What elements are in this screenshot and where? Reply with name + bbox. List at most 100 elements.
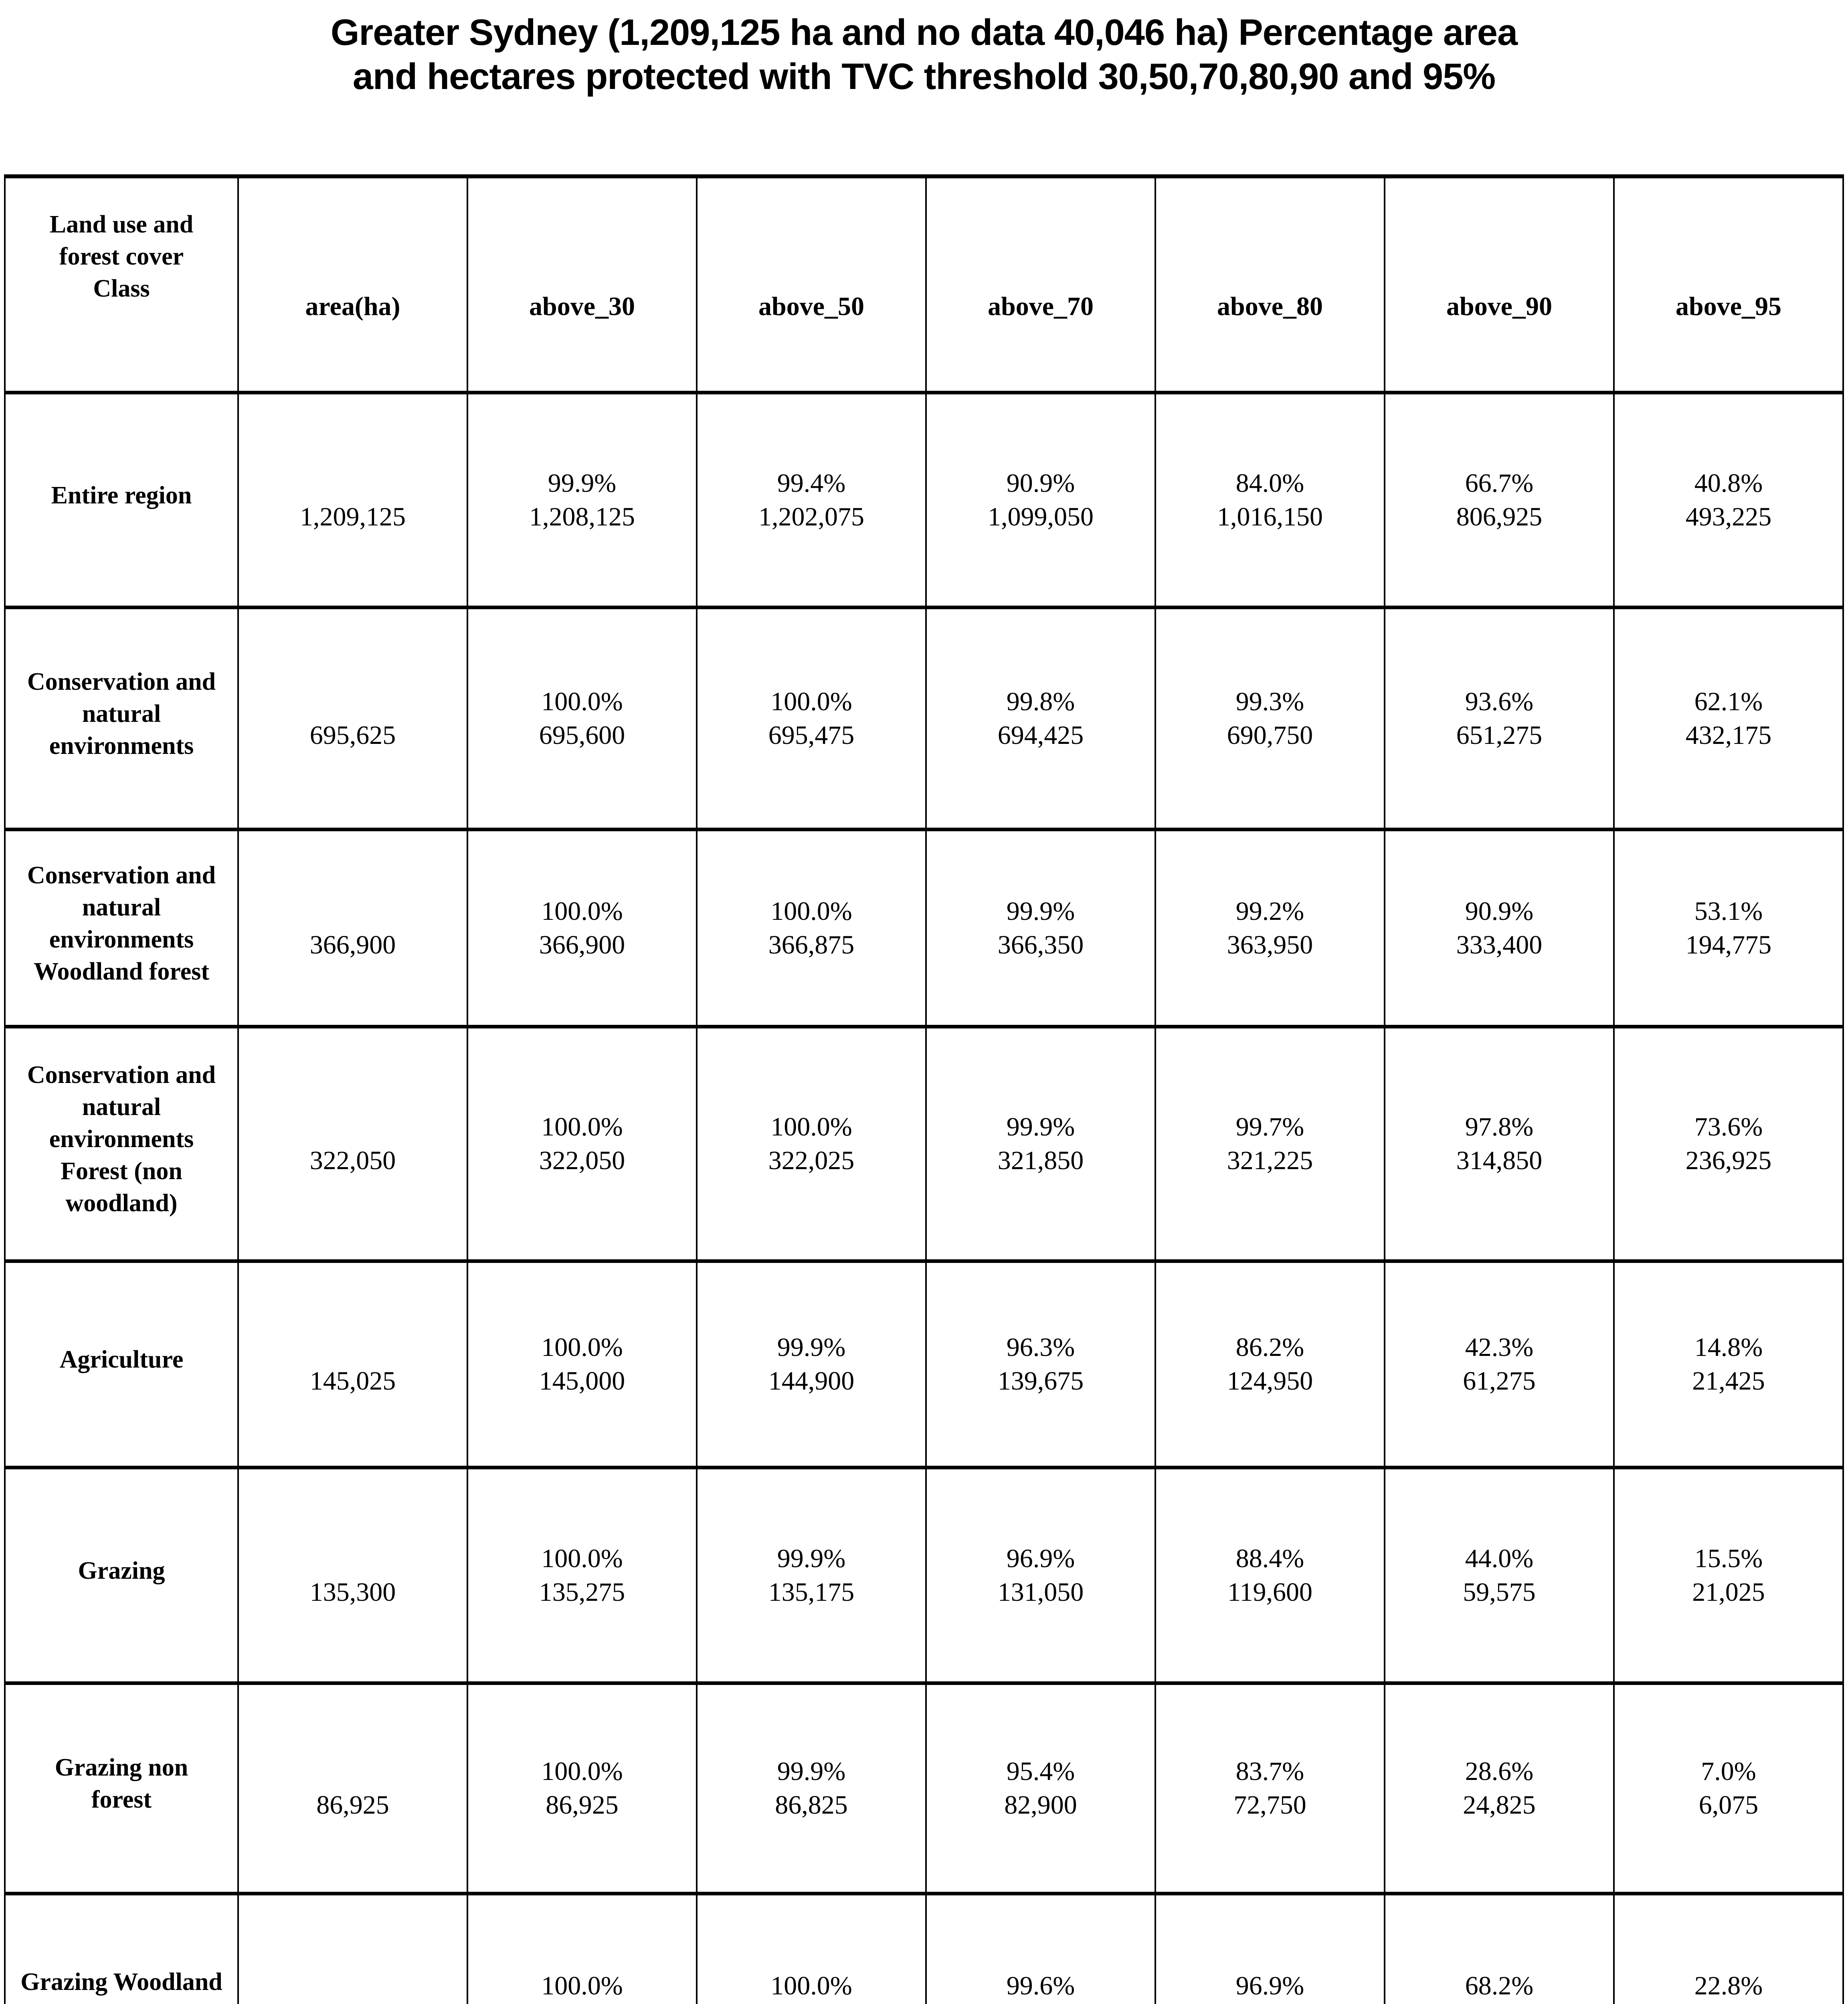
- class-label-line: environments: [49, 925, 194, 953]
- hectares-value: 322,050: [539, 1146, 625, 1176]
- percent-value: 100.0%: [541, 687, 623, 716]
- cell-class: Agriculture: [4, 1259, 239, 1470]
- percent-value: 86.2%: [1235, 1333, 1304, 1362]
- table-row-agriculture: Agriculture 145,025 100.0% 145,000 99.9% 144…: [4, 1259, 1844, 1470]
- table-row-conservation-and-natural-environments: Conservation and natural environments 695,…: [4, 606, 1844, 832]
- cell-above-80: 96.9%36,850: [1154, 1892, 1385, 2004]
- percent-value: 40.8%: [1694, 468, 1763, 498]
- threshold-value-block: 73.6% 236,925: [1615, 1110, 1842, 1178]
- percent-value: 88.4%: [1235, 1543, 1304, 1573]
- cell-above-80: 88.4% 119,600: [1154, 1466, 1385, 1685]
- percent-value: 22.8%: [1694, 1971, 1763, 2001]
- threshold-value-block: 99.9% 366,350: [928, 895, 1154, 962]
- column-header-above-90: above_90: [1384, 174, 1615, 395]
- spacer-line: [240, 1969, 466, 2003]
- class-label: Grazing non forest: [6, 1751, 237, 1816]
- threshold-value-block: 62.1% 432,175: [1615, 685, 1842, 752]
- tvc-protection-table: Land use and forest cover Class area(ha) abo…: [4, 174, 1844, 2004]
- area-value-block: 695,625: [240, 685, 466, 752]
- spacer-line: [240, 1755, 466, 1788]
- area-value: 1,209,125: [300, 502, 406, 531]
- threshold-value-block: 14.8% 21,425: [1615, 1331, 1842, 1398]
- hectares-value: 321,850: [997, 1146, 1084, 1176]
- cell-above-70: 99.8% 694,425: [925, 606, 1156, 832]
- header-line: above_95: [1676, 292, 1781, 321]
- area-value-block: 86,925: [240, 1755, 466, 1822]
- hectares-value: 144,900: [768, 1366, 855, 1396]
- cell-above-50: 100.0% 366,875: [696, 828, 927, 1029]
- threshold-value-block: 100.0% 145,000: [469, 1331, 695, 1398]
- class-label: Conservation and natural environments Woodl…: [6, 859, 237, 988]
- hectares-value: 145,000: [539, 1366, 625, 1396]
- cell-above-90: 44.0% 59,575: [1384, 1466, 1615, 1685]
- class-label-line: environments: [49, 732, 194, 760]
- table-row-grazing-non-forest: Grazing non forest 86,925 100.0% 86,925 99.9…: [4, 1681, 1844, 1896]
- hectares-value: 1,202,075: [758, 502, 864, 531]
- percent-value: 100.0%: [541, 1543, 623, 1573]
- cell-above-30: 100.0% 695,600: [467, 606, 698, 832]
- threshold-value-block: 86.2% 124,950: [1157, 1331, 1383, 1398]
- threshold-value-block: 99.7% 321,225: [1157, 1110, 1383, 1178]
- percent-value: 99.9%: [548, 468, 617, 498]
- cell-above-70: 90.9% 1,099,050: [925, 391, 1156, 610]
- threshold-value-block: 100.0% 695,475: [698, 685, 924, 752]
- hectares-value: 322,025: [768, 1146, 855, 1176]
- cell-above-30: 100.0% 86,925: [467, 1681, 698, 1896]
- class-label-line: Grazing non: [55, 1754, 188, 1782]
- class-label-line: Agriculture: [59, 1346, 184, 1374]
- hectares-value: 1,208,125: [529, 502, 635, 531]
- percent-value: 73.6%: [1694, 1112, 1763, 1142]
- area-value: 322,050: [309, 1146, 396, 1176]
- cell-above-70: 95.4% 82,900: [925, 1681, 1156, 1896]
- area-value-block: 366,900: [240, 895, 466, 962]
- threshold-value-block: 100.0% 86,925: [469, 1755, 695, 1822]
- column-header-text: area(ha): [240, 290, 466, 323]
- column-header-class: Land use and forest cover Class: [4, 174, 239, 395]
- area-value: 135,300: [309, 1577, 396, 1607]
- cell-above-50: 100.0%38,025: [696, 1892, 927, 2004]
- percent-value: 95.4%: [1006, 1757, 1075, 1786]
- percent-value: 99.3%: [1235, 687, 1304, 716]
- cell-above-30: 100.0% 145,000: [467, 1259, 698, 1470]
- cell-above-90: 90.9% 333,400: [1384, 828, 1615, 1029]
- hectares-value: 194,775: [1685, 930, 1772, 960]
- column-header-text: above_50: [698, 290, 924, 323]
- percent-value: 83.7%: [1235, 1757, 1304, 1786]
- area-value-block: 135,300: [240, 1542, 466, 1609]
- cell-above-70: 99.6%37,875: [925, 1892, 1156, 2004]
- threshold-value-block: 53.1% 194,775: [1615, 895, 1842, 962]
- cell-above-95: 22.8%8,675: [1613, 1892, 1844, 2004]
- cell-above-50: 99.9% 144,900: [696, 1259, 927, 1470]
- cell-area: 322,050: [237, 1025, 468, 1263]
- report-title-line1: Greater Sydney (1,209,125 ha and no data…: [330, 12, 1518, 53]
- page: { "title": { "line1": "Greater Sydney (1…: [0, 10, 1848, 2004]
- hectares-value: 806,925: [1456, 502, 1543, 531]
- spacer-line: [240, 467, 466, 500]
- threshold-value-block: 96.9% 131,050: [928, 1542, 1154, 1609]
- hectares-value: 21,025: [1692, 1577, 1765, 1607]
- hectares-value: 86,825: [775, 1790, 848, 1820]
- area-value: 366,900: [309, 930, 396, 960]
- class-label-line: Entire region: [51, 481, 192, 509]
- percent-value: 15.5%: [1694, 1543, 1763, 1573]
- threshold-value-block: 99.9% 144,900: [698, 1331, 924, 1398]
- hectares-value: 124,950: [1227, 1366, 1313, 1396]
- cell-above-50: 100.0% 695,475: [696, 606, 927, 832]
- threshold-value-block: 100.0% 322,025: [698, 1110, 924, 1178]
- spacer-line: [240, 895, 466, 928]
- percent-value: 66.7%: [1465, 468, 1534, 498]
- class-label-line: environments: [49, 1125, 194, 1153]
- class-label-line: Forest (non: [61, 1158, 182, 1185]
- threshold-value-block: 99.3% 690,750: [1157, 685, 1383, 752]
- column-header-above-80: above_80: [1154, 174, 1385, 395]
- cell-above-80: 83.7% 72,750: [1154, 1681, 1385, 1896]
- area-value: 86,925: [316, 1790, 389, 1820]
- percent-value: 99.6%: [1006, 1971, 1075, 2001]
- hectares-value: 366,900: [539, 930, 625, 960]
- cell-above-80: 99.7% 321,225: [1154, 1025, 1385, 1263]
- header-line: area(ha): [305, 292, 400, 321]
- cell-class: Grazing: [4, 1466, 239, 1685]
- area-value: 145,025: [309, 1366, 396, 1396]
- threshold-value-block: 7.0% 6,075: [1615, 1755, 1842, 1822]
- percent-value: 99.9%: [777, 1757, 846, 1786]
